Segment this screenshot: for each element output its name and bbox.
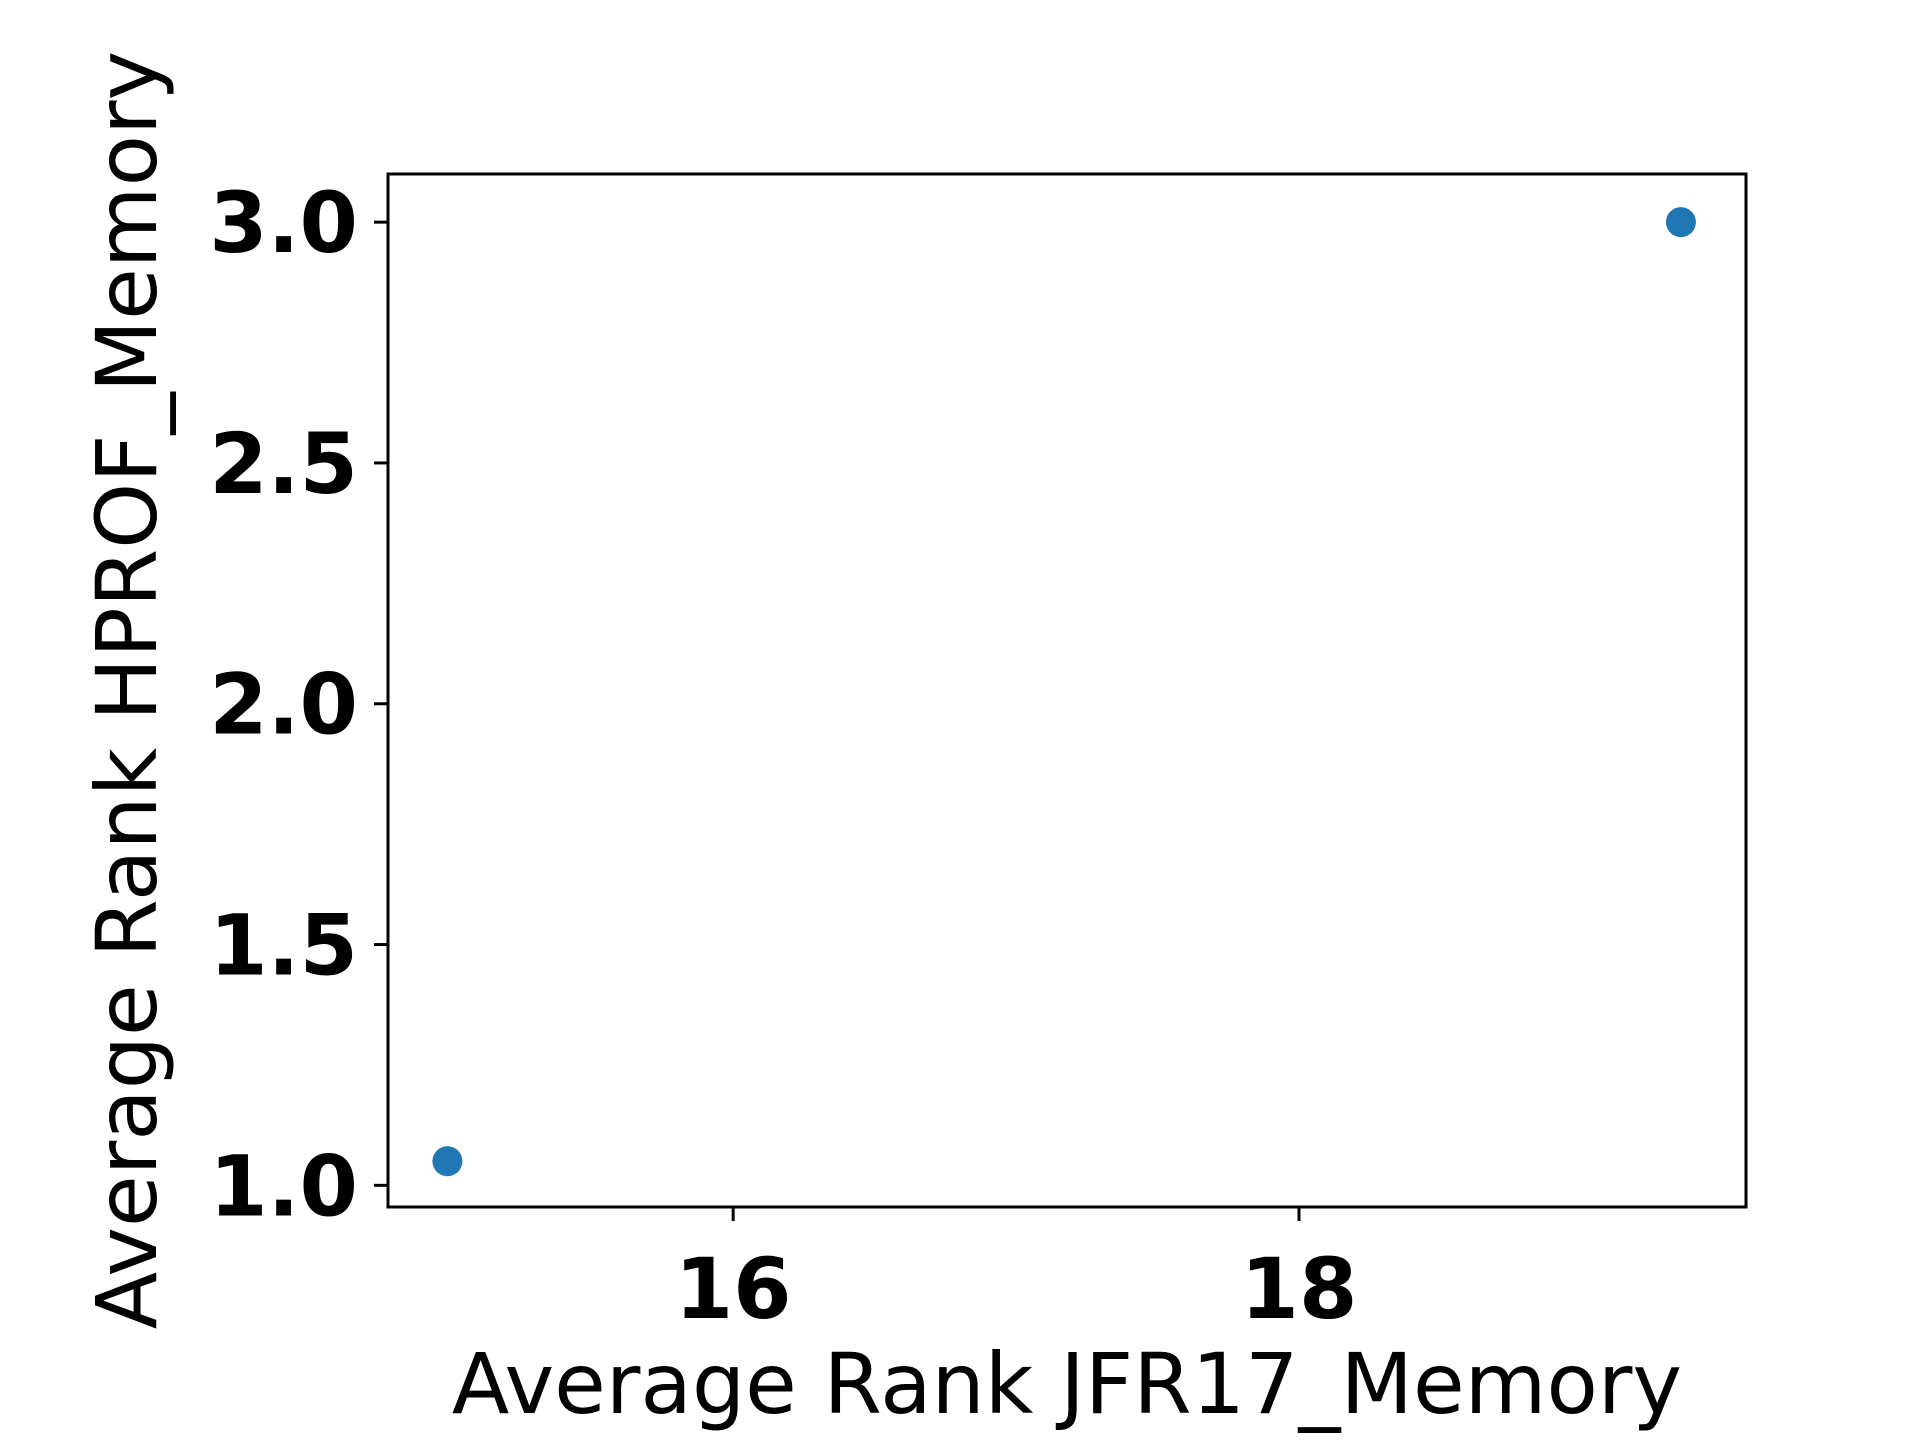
y-tick-label: 1.0 [209,1137,358,1235]
scatter-point [1665,207,1696,238]
y-axis-ticks: 1.0 1.5 2.0 2.5 3.0 [209,174,388,1235]
y-tick-label: 2.0 [209,656,358,754]
y-tick-label: 2.5 [209,415,358,513]
x-tick-label: 18 [1241,1240,1358,1338]
data-points [432,207,1696,1177]
y-tick-label: 3.0 [209,174,358,272]
x-axis-ticks: 16 18 [675,1207,1358,1338]
x-axis-label: Average Rank JFR17_Memory [452,1335,1682,1433]
plot-frame [386,172,1748,1209]
y-tick-label: 1.5 [209,897,358,995]
y-axis-label: Average Rank HPROF_Memory [78,51,176,1329]
scatter-point [432,1146,463,1177]
x-tick-label: 16 [675,1240,792,1338]
